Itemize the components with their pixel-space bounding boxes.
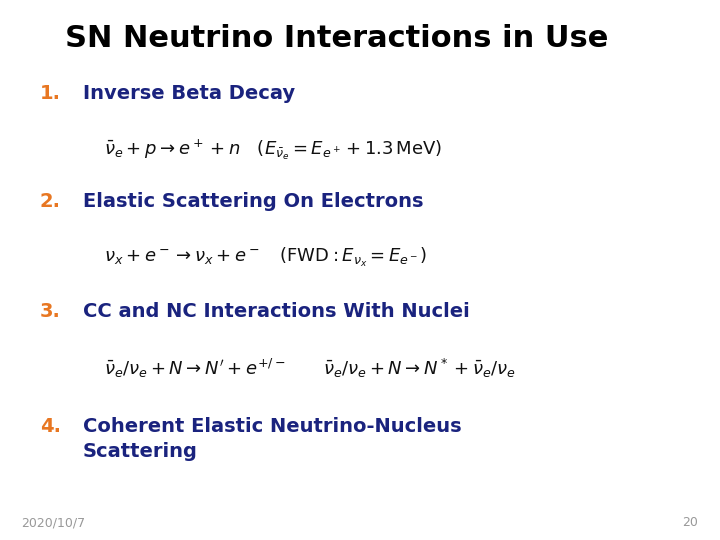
Text: 2.: 2. [40,192,60,211]
Text: 4.: 4. [40,417,60,436]
Text: 20: 20 [683,516,698,529]
Text: 3.: 3. [40,302,60,321]
Text: Elastic Scattering On Electrons: Elastic Scattering On Electrons [83,192,423,211]
Text: Inverse Beta Decay: Inverse Beta Decay [83,84,295,103]
Text: CC and NC Interactions With Nuclei: CC and NC Interactions With Nuclei [83,302,469,321]
Text: $\nu_x + e^- \rightarrow \nu_x + e^- \quad (\mathrm{FWD}: E_{\nu_x} = E_{e^-})$: $\nu_x + e^- \rightarrow \nu_x + e^- \qu… [104,246,428,269]
Text: 2020/10/7: 2020/10/7 [22,516,86,529]
Text: $\bar{\nu}_e + p \rightarrow e^+ + n \quad (E_{\bar{\nu}_e} = E_{e^+} + 1.3\,\ma: $\bar{\nu}_e + p \rightarrow e^+ + n \qu… [104,138,443,162]
Text: SN Neutrino Interactions in Use: SN Neutrino Interactions in Use [65,24,608,53]
Text: $\bar{\nu}_e / \nu_e + N \rightarrow N' + e^{+/-} \qquad \bar{\nu}_e / \nu_e + N: $\bar{\nu}_e / \nu_e + N \rightarrow N' … [104,356,516,380]
Text: 1.: 1. [40,84,60,103]
Text: Coherent Elastic Neutrino-Nucleus
Scattering: Coherent Elastic Neutrino-Nucleus Scatte… [83,417,462,461]
